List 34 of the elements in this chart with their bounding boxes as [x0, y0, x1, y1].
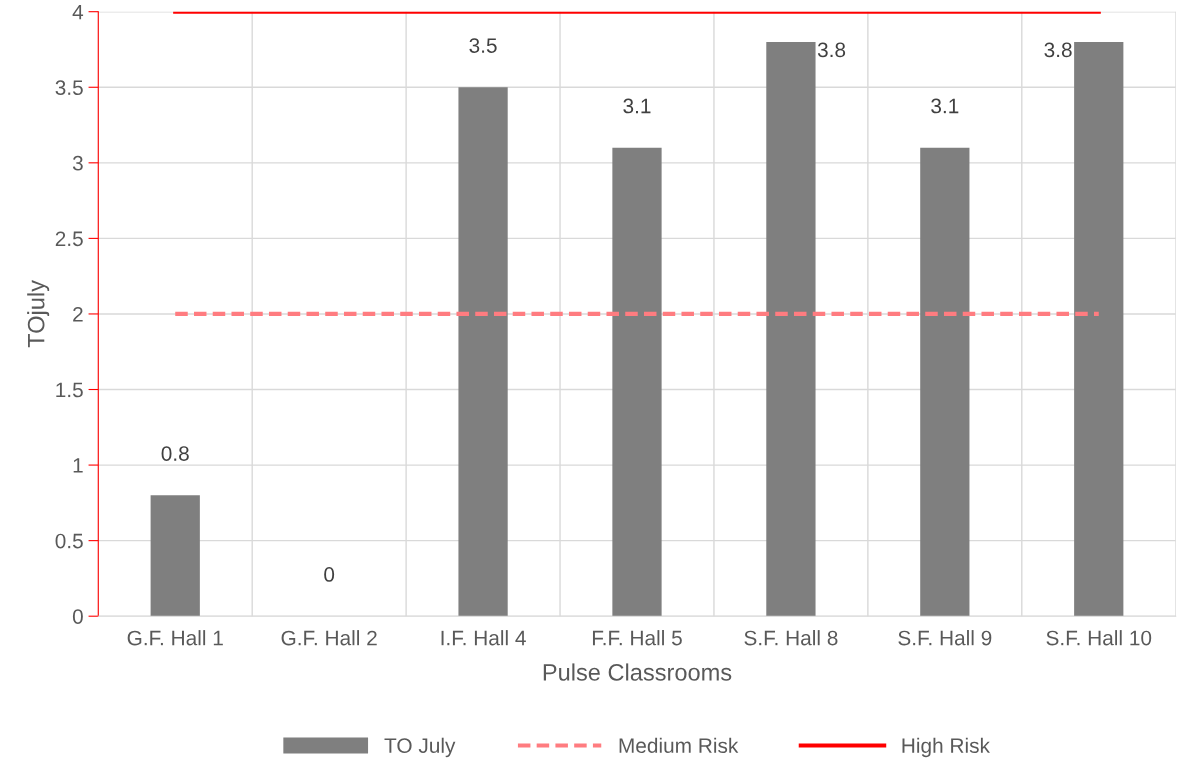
- x-tick-label: S.F. Hall 9: [898, 630, 992, 646]
- y-tick-label: 0.5: [55, 533, 83, 549]
- y-tick-label: 1: [73, 458, 83, 473]
- legend-label: High Risk: [902, 737, 990, 758]
- x-tick-label: S.F. Hall 10: [1046, 630, 1152, 646]
- data-label: 3.8: [1044, 42, 1072, 58]
- y-tick-label: 3.5: [55, 80, 83, 96]
- bar: [1074, 41, 1124, 617]
- legend-label: Medium Risk: [619, 737, 739, 754]
- y-tick-label: 0: [72, 609, 83, 624]
- data-label: 3.5: [469, 38, 497, 53]
- y-tick-label: 3: [72, 155, 83, 171]
- x-tick-label: S.F. Hall 8: [744, 630, 838, 646]
- x-tick-label: I.F. Hall 4: [441, 630, 526, 646]
- bar: [612, 147, 662, 617]
- bar: [458, 87, 508, 617]
- bar: [920, 147, 970, 617]
- x-tick-label: G.F. Hall 2: [281, 630, 377, 646]
- data-label: 3.1: [623, 98, 651, 114]
- y-tick-label: 4: [72, 4, 84, 20]
- y-tick-label: 1.5: [56, 382, 83, 398]
- x-axis-title: Pulse Classrooms: [543, 663, 732, 681]
- y-axis-title: TOjuly: [27, 280, 50, 348]
- data-label: 0.8: [161, 446, 189, 461]
- bar: [150, 495, 200, 617]
- legend-label: TO July: [384, 737, 456, 758]
- x-tick-label: G.F. Hall 1: [127, 630, 223, 646]
- data-label: 3.8: [817, 42, 846, 58]
- x-tick-label: F.F. Hall 5: [592, 630, 682, 646]
- bar: [766, 41, 816, 617]
- y-tick-label: 2.5: [55, 231, 83, 247]
- y-tick-label: 2: [73, 306, 83, 322]
- data-label: 0: [324, 567, 335, 582]
- data-label: 3.1: [931, 98, 959, 114]
